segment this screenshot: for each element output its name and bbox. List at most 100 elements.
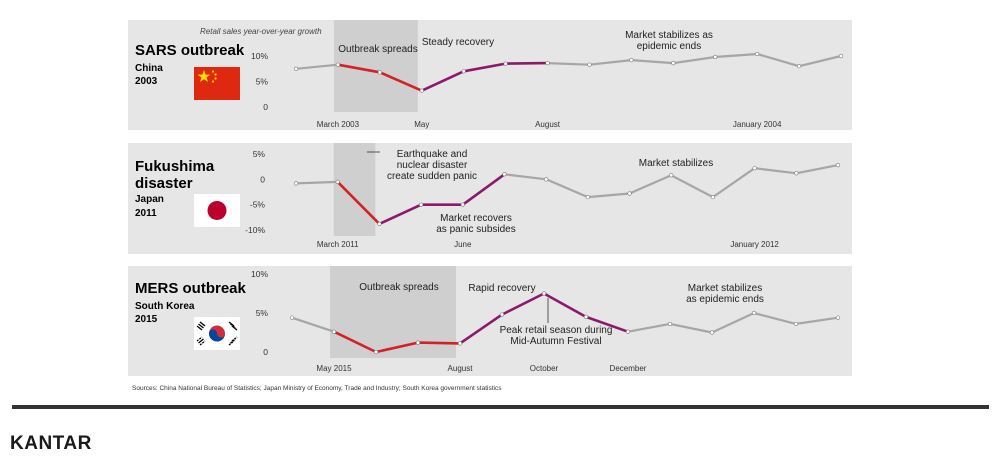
series-line-stable xyxy=(547,52,842,68)
annotation: Rapid recovery xyxy=(468,283,535,294)
data-point xyxy=(709,330,715,335)
divider-rule xyxy=(12,405,989,409)
japan-flag xyxy=(194,194,240,227)
series-line-recovery xyxy=(378,173,506,226)
data-point xyxy=(669,173,674,178)
series-line-stable xyxy=(627,311,839,334)
south-korea-flag xyxy=(194,317,240,350)
data-point xyxy=(835,315,841,320)
y-tick-label: 10% xyxy=(251,51,268,61)
x-tick-label: October xyxy=(530,364,559,373)
x-tick-label: March 2011 xyxy=(317,240,359,249)
data-point xyxy=(796,64,802,69)
data-point xyxy=(461,69,466,74)
data-point xyxy=(457,341,463,346)
series-line-stable xyxy=(295,180,338,185)
data-point xyxy=(545,61,550,66)
data-point xyxy=(293,66,299,71)
yoy-note: Retail sales year-over-year growth xyxy=(200,27,322,36)
data-point xyxy=(752,166,757,171)
panel-mers xyxy=(128,266,852,376)
y-tick-label: -10% xyxy=(245,225,265,235)
x-tick-label: June xyxy=(454,240,472,249)
y-tick-label: 5% xyxy=(256,77,269,87)
data-point xyxy=(373,349,379,355)
data-point xyxy=(419,88,424,93)
fukushima-title-line2: disaster xyxy=(135,175,193,192)
series-line-stable xyxy=(295,63,339,70)
x-tick-label: March 2003 xyxy=(317,120,360,129)
series-line-crisis xyxy=(336,180,381,225)
panel-fukushima xyxy=(128,143,852,254)
kantar-logo: KANTAR xyxy=(10,433,92,454)
annotation: Market stabilizes as epidemic ends xyxy=(625,30,713,52)
data-point xyxy=(587,62,592,67)
data-point xyxy=(335,179,340,184)
x-tick-label: May xyxy=(414,120,429,129)
annotation: Steady recovery xyxy=(422,37,494,48)
y-tick-label: 0 xyxy=(263,102,268,112)
y-tick-label: 0 xyxy=(263,347,268,357)
data-point xyxy=(503,61,508,66)
sources-note: Sources: China National Bureau of Statis… xyxy=(132,385,502,392)
data-point xyxy=(415,340,421,345)
data-point xyxy=(755,51,760,57)
data-point xyxy=(544,177,549,182)
data-point xyxy=(793,321,799,327)
data-point xyxy=(293,181,299,186)
annotation: Market recovers as panic subsides xyxy=(436,213,516,235)
data-point xyxy=(541,291,547,296)
mers-title: MERS outbreak xyxy=(135,280,247,297)
y-tick-label: 0 xyxy=(260,174,265,184)
data-point xyxy=(671,61,676,66)
data-point xyxy=(583,314,589,320)
y-tick-label: 5% xyxy=(256,308,269,318)
annotation: Market stabilizes as epidemic ends xyxy=(686,283,764,305)
fukushima-title-line1: Fukushima xyxy=(135,158,215,175)
china-flag xyxy=(194,67,240,100)
annotation: Outbreak spreads xyxy=(359,282,439,293)
mers-country: South Korea xyxy=(135,301,195,312)
sars-year: 2003 xyxy=(135,76,158,87)
annotation: Market stabilizes xyxy=(639,158,713,169)
y-tick-label: 10% xyxy=(251,269,268,279)
data-point xyxy=(335,62,341,67)
data-point xyxy=(460,202,465,207)
data-point xyxy=(377,221,382,227)
data-point xyxy=(751,310,757,316)
data-point xyxy=(585,194,590,200)
mers-year: 2015 xyxy=(135,314,158,325)
sars-title: SARS outbreak xyxy=(135,42,245,59)
data-point xyxy=(502,172,507,177)
annotation: Earthquake and nuclear disaster create sud… xyxy=(387,149,477,182)
y-tick-label: -5% xyxy=(250,200,266,210)
x-tick-label: December xyxy=(610,364,647,373)
data-point xyxy=(331,329,337,334)
fukushima-year: 2011 xyxy=(135,208,157,219)
x-tick-label: January 2012 xyxy=(730,240,779,249)
x-tick-label: January 2004 xyxy=(733,120,782,129)
annotation: Peak retail season during Mid-Autumn Fest… xyxy=(500,325,613,347)
series-line-stable xyxy=(291,316,335,333)
data-point xyxy=(627,191,632,196)
annotation: Outbreak spreads xyxy=(338,44,418,55)
sars-country: China xyxy=(135,63,163,74)
data-point xyxy=(625,329,631,334)
x-tick-label: May 2015 xyxy=(316,364,352,373)
data-point xyxy=(418,202,424,207)
data-point xyxy=(629,57,634,63)
data-point xyxy=(794,171,799,176)
fukushima-country: Japan xyxy=(135,194,164,205)
panel-sars xyxy=(128,20,852,130)
data-point xyxy=(667,321,673,327)
y-tick-label: 5% xyxy=(253,149,266,159)
data-point xyxy=(713,54,718,60)
data-point xyxy=(710,194,716,200)
x-tick-label: August xyxy=(448,364,474,373)
crisis-shade xyxy=(333,143,376,236)
data-point xyxy=(838,53,844,59)
data-point xyxy=(377,70,382,75)
series-line-recovery xyxy=(421,61,548,92)
data-point xyxy=(835,163,841,168)
